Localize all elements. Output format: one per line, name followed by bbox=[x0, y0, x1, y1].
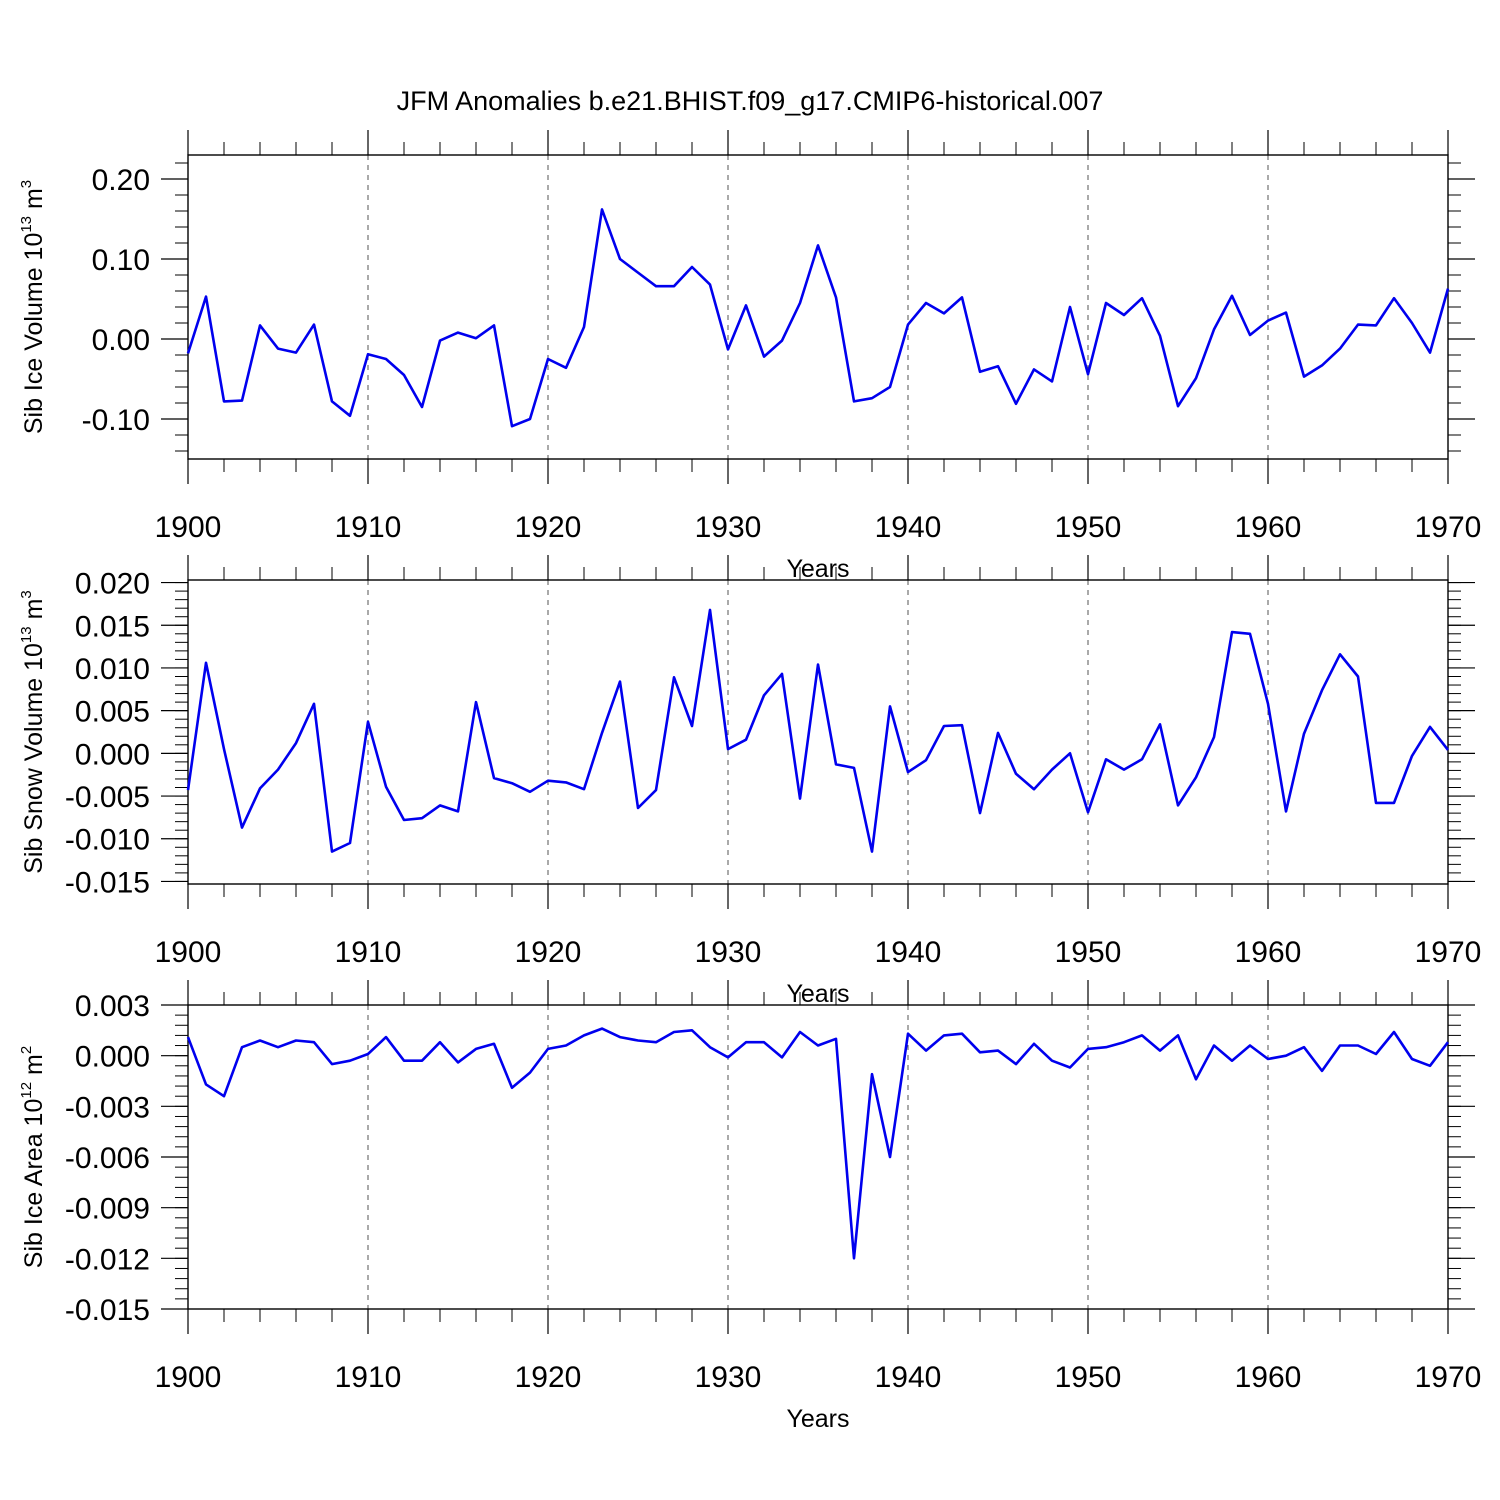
x-tick-label: 1920 bbox=[515, 1361, 582, 1394]
x-tick-label: 1930 bbox=[695, 936, 762, 969]
y-axis-label: Sib Ice Volume 1013 m3 bbox=[18, 180, 48, 434]
y-axis-label: Sib Ice Area 1012 m2 bbox=[18, 1046, 48, 1268]
y-tick-label: -0.009 bbox=[65, 1193, 150, 1226]
x-axis-label: Years bbox=[786, 1405, 849, 1433]
y-tick-label: -0.012 bbox=[65, 1243, 150, 1276]
chart-panel-3: 0.003 0.000 -0.003 -0.006 -0.009 -0.012 -0.015… bbox=[18, 980, 1481, 1433]
chart-panel-2: 0.020 0.015 0.010 0.005 0.000 -0.005 -0.010 -0.… bbox=[18, 555, 1481, 1008]
x-tick-label: 1900 bbox=[155, 1361, 222, 1394]
x-tick-label: 1970 bbox=[1415, 936, 1482, 969]
x-tick-label: 1910 bbox=[335, 936, 402, 969]
y-tick-label: 0.005 bbox=[75, 696, 150, 729]
x-tick-label: 1950 bbox=[1055, 511, 1122, 544]
x-tick-label: 1960 bbox=[1235, 1361, 1302, 1394]
y-tick-label: 0.20 bbox=[92, 164, 150, 197]
y-tick-label: -0.006 bbox=[65, 1142, 150, 1175]
plot-frame bbox=[187, 154, 1449, 460]
y-tick-label: -0.10 bbox=[82, 404, 150, 437]
y-axis-label: Sib Snow Volume 1013 m3 bbox=[18, 590, 48, 874]
series-line bbox=[186, 208, 1450, 428]
y-tick-label: -0.015 bbox=[65, 1294, 150, 1327]
x-tick-label: 1950 bbox=[1055, 1361, 1122, 1394]
x-tick-label: 1940 bbox=[875, 1361, 942, 1394]
plot-frame bbox=[187, 1004, 1449, 1310]
x-tick-label: 1950 bbox=[1055, 936, 1122, 969]
y-tick-label: 0.015 bbox=[75, 610, 150, 643]
series-line bbox=[186, 1027, 1450, 1260]
x-tick-label: 1960 bbox=[1235, 511, 1302, 544]
y-tick-label: 0.020 bbox=[75, 568, 150, 601]
y-tick-label: -0.010 bbox=[65, 824, 150, 857]
x-tick-label: 1900 bbox=[155, 511, 222, 544]
y-tick-label: 0.00 bbox=[92, 324, 150, 357]
x-tick-label: 1920 bbox=[515, 511, 582, 544]
y-tick-label: -0.015 bbox=[65, 866, 150, 899]
y-tick-label: 0.003 bbox=[75, 990, 150, 1023]
y-tick-label: 0.010 bbox=[75, 653, 150, 686]
x-tick-label: 1970 bbox=[1415, 1361, 1482, 1394]
x-tick-label: 1930 bbox=[695, 511, 762, 544]
x-tick-label: 1940 bbox=[875, 511, 942, 544]
y-tick-label: 0.10 bbox=[92, 244, 150, 277]
x-tick-label: 1920 bbox=[515, 936, 582, 969]
y-tick-label: 0.000 bbox=[75, 1041, 150, 1074]
x-tick-label: 1930 bbox=[695, 1361, 762, 1394]
x-tick-label: 1970 bbox=[1415, 511, 1482, 544]
x-tick-label: 1900 bbox=[155, 936, 222, 969]
x-tick-label: 1910 bbox=[335, 511, 402, 544]
y-tick-label: -0.003 bbox=[65, 1091, 150, 1124]
chart-panel-1: 0.20 0.10 0.00 -0.10 1900 1910 1920 1930 1940 195… bbox=[18, 130, 1481, 583]
x-axis-label: Years bbox=[786, 980, 849, 1008]
x-axis-label: Years bbox=[786, 555, 849, 583]
series-line bbox=[186, 608, 1450, 853]
x-tick-label: 1960 bbox=[1235, 936, 1302, 969]
x-tick-label: 1910 bbox=[335, 1361, 402, 1394]
plot-frame bbox=[187, 579, 1449, 885]
x-tick-label: 1940 bbox=[875, 936, 942, 969]
figure-title: JFM Anomalies b.e21.BHIST.f09_g17.CMIP6-… bbox=[396, 86, 1104, 116]
y-tick-label: -0.005 bbox=[65, 781, 150, 814]
y-tick-label: 0.000 bbox=[75, 738, 150, 771]
